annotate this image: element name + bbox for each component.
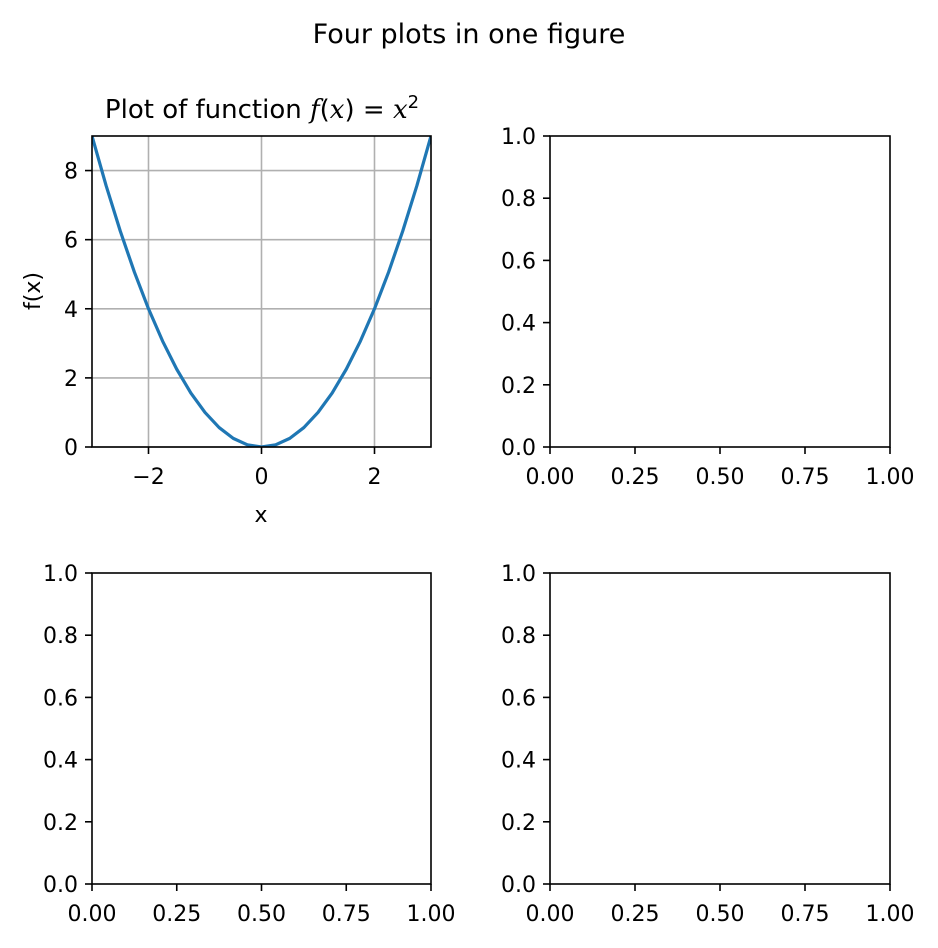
y-tick-label: 0.8 — [43, 624, 78, 649]
x-axis-label-top-left: x — [254, 503, 267, 528]
subplot-bottom-right: 0.00 0.25 0.50 0.75 1.00 0.0 0.2 0.4 0.6 0.8 1.0 — [501, 562, 914, 927]
y-tick-label: 0 — [64, 436, 78, 461]
y-tick-label: 0.2 — [501, 811, 536, 836]
x-tick-label: 0.50 — [696, 902, 745, 927]
y-tick-label: 0.0 — [501, 873, 536, 898]
x-tick-label: 0.75 — [781, 465, 830, 490]
x-tick-label: 0.00 — [526, 902, 575, 927]
x-tick-label: 0.00 — [526, 465, 575, 490]
y-tick-label: 0.2 — [501, 374, 536, 399]
series-line-0 — [92, 136, 431, 447]
y-tick-label: 6 — [64, 229, 78, 254]
y-tick-label: 0.4 — [501, 749, 536, 774]
subplot-bottom-left: 0.00 0.25 0.50 0.75 1.00 0.0 0.2 0.4 0.6 0.8 1.0 — [43, 562, 455, 927]
x-tick-label: 0 — [255, 465, 269, 490]
y-tick-label: 0.4 — [501, 312, 536, 337]
y-tick-label: 0.6 — [501, 686, 536, 711]
x-tick-label: 0.75 — [322, 902, 371, 927]
y-tick-label: 0.0 — [501, 436, 536, 461]
x-tick-label: 2 — [368, 465, 382, 490]
title-equals: = — [355, 95, 393, 125]
x-tick-label: 1.00 — [866, 465, 915, 490]
y-tick-label: 0.2 — [43, 811, 78, 836]
subplot-top-right: 0.00 0.25 0.50 0.75 1.00 0.0 0.2 0.4 0.6 0.8 1.0 — [501, 125, 914, 490]
y-tick-label: 0.8 — [501, 187, 536, 212]
x-tick-label: 0.25 — [611, 902, 660, 927]
title-exponent: 2 — [408, 92, 419, 113]
y-tick-label: 0.8 — [501, 624, 536, 649]
subplot-title-top-left: Plot of function f(x) = x2 — [105, 92, 419, 125]
x-tick-label: 0.25 — [611, 465, 660, 490]
x-tick-label: −2 — [132, 465, 164, 490]
y-axis-label-top-left: f(x) — [21, 272, 46, 310]
y-tick-label: 0.6 — [43, 686, 78, 711]
figure-title: Four plots in one figure — [313, 19, 626, 50]
y-tick-label: 1.0 — [43, 562, 78, 587]
y-tick-label: 8 — [64, 160, 78, 185]
x-tick-label: 1.00 — [866, 902, 915, 927]
subplot-top-left: −2 0 2 0 2 4 6 8 — [64, 135, 432, 490]
x-tick-label: 0.75 — [781, 902, 830, 927]
title-paren-open: ( — [320, 95, 330, 125]
y-tick-label: 0.4 — [43, 749, 78, 774]
y-tick-label: 1.0 — [501, 562, 536, 587]
y-tick-label: 0.0 — [43, 873, 78, 898]
title-paren-close: ) — [344, 95, 354, 125]
title-x2: x — [393, 95, 408, 125]
y-tick-label: 0.6 — [501, 249, 536, 274]
title-x1: x — [330, 95, 345, 125]
y-tick-label: 2 — [64, 367, 78, 392]
x-tick-label: 1.00 — [407, 902, 456, 927]
title-prefix: Plot of function — [105, 95, 310, 125]
x-tick-label: 0.50 — [237, 902, 286, 927]
y-tick-label: 4 — [64, 298, 78, 323]
x-tick-label: 0.00 — [68, 902, 117, 927]
y-tick-label: 1.0 — [501, 125, 536, 150]
x-tick-label: 0.25 — [152, 902, 201, 927]
x-tick-label: 0.50 — [696, 465, 745, 490]
